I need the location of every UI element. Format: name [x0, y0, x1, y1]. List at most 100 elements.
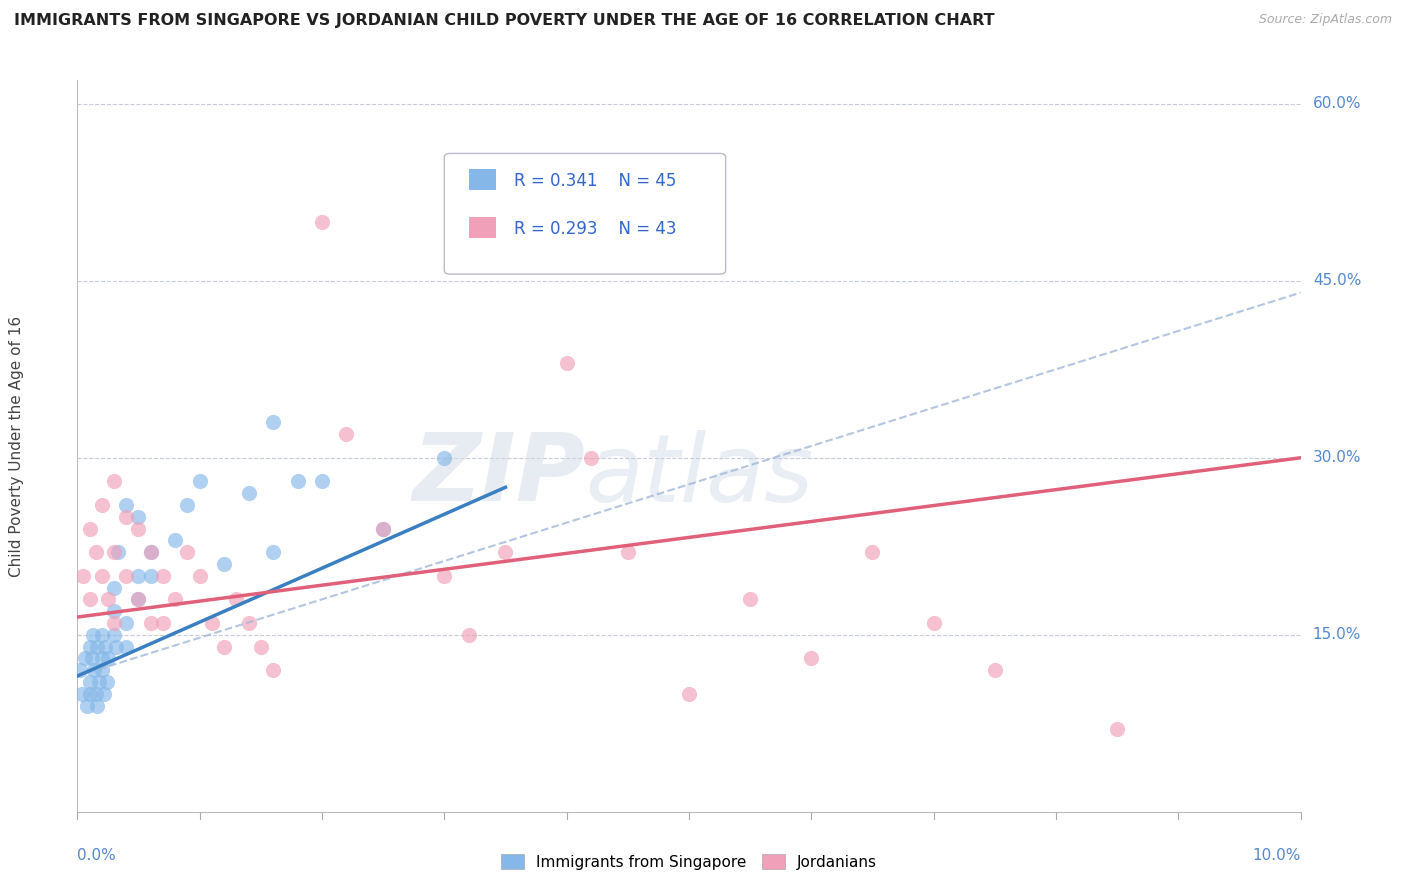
Point	[84, 687, 107, 701]
Point	[90, 663, 112, 677]
Point	[371, 522, 394, 536]
Point	[800, 651, 823, 665]
Point	[238, 615, 260, 630]
Point	[73, 651, 96, 665]
Point	[97, 592, 120, 607]
Point	[127, 509, 149, 524]
Point	[238, 486, 260, 500]
Point	[115, 568, 138, 582]
Point	[103, 581, 125, 595]
Point	[165, 533, 187, 548]
Point	[90, 498, 112, 512]
Text: R = 0.293    N = 43: R = 0.293 N = 43	[515, 219, 676, 238]
Point	[495, 545, 517, 559]
Point	[86, 640, 108, 654]
Text: R = 0.341    N = 45: R = 0.341 N = 45	[515, 172, 676, 190]
Point	[103, 615, 125, 630]
Point	[97, 651, 120, 665]
Point	[90, 568, 112, 582]
Point	[115, 640, 138, 654]
Point	[127, 592, 149, 607]
Point	[90, 628, 112, 642]
Bar	[468, 169, 496, 190]
Point	[127, 522, 149, 536]
Point	[678, 687, 700, 701]
Point	[311, 475, 333, 489]
Point	[93, 687, 115, 701]
Point	[76, 698, 98, 713]
Point	[433, 450, 456, 465]
Point	[115, 498, 138, 512]
Point	[555, 356, 578, 370]
Point	[115, 615, 138, 630]
Point	[103, 475, 125, 489]
Text: 10.0%: 10.0%	[1253, 848, 1301, 863]
Point	[371, 522, 394, 536]
Point	[201, 615, 224, 630]
Point	[922, 615, 945, 630]
Point	[79, 592, 101, 607]
Text: 45.0%: 45.0%	[1313, 273, 1361, 288]
Point	[740, 592, 762, 607]
Point	[90, 651, 112, 665]
Point	[83, 663, 105, 677]
Point	[212, 557, 235, 571]
Bar	[468, 217, 496, 237]
Point	[139, 568, 162, 582]
Point	[188, 475, 211, 489]
Point	[311, 215, 333, 229]
Point	[262, 545, 284, 559]
Point	[94, 640, 117, 654]
Point	[165, 592, 187, 607]
Point	[69, 663, 91, 677]
Text: IMMIGRANTS FROM SINGAPORE VS JORDANIAN CHILD POVERTY UNDER THE AGE OF 16 CORRELA: IMMIGRANTS FROM SINGAPORE VS JORDANIAN C…	[14, 13, 994, 29]
Point	[107, 545, 129, 559]
Point	[103, 545, 125, 559]
Point	[105, 640, 128, 654]
Point	[72, 568, 94, 582]
Point	[335, 427, 357, 442]
Point	[139, 545, 162, 559]
Point	[89, 675, 111, 690]
Text: 60.0%: 60.0%	[1313, 96, 1361, 112]
Point	[984, 663, 1007, 677]
Point	[96, 675, 118, 690]
Point	[86, 698, 108, 713]
Point	[79, 687, 101, 701]
Point	[152, 568, 174, 582]
Point	[139, 615, 162, 630]
Point	[139, 545, 162, 559]
Point	[79, 640, 101, 654]
Point	[250, 640, 273, 654]
Point	[127, 568, 149, 582]
Point	[862, 545, 884, 559]
Point	[188, 568, 211, 582]
Text: 15.0%: 15.0%	[1313, 627, 1361, 642]
Point	[617, 545, 640, 559]
Text: Source: ZipAtlas.com: Source: ZipAtlas.com	[1258, 13, 1392, 27]
Legend: Immigrants from Singapore, Jordanians: Immigrants from Singapore, Jordanians	[494, 846, 884, 877]
Point	[79, 675, 101, 690]
Point	[127, 592, 149, 607]
Point	[262, 416, 284, 430]
Text: ZIP: ZIP	[412, 429, 585, 521]
Point	[457, 628, 479, 642]
Text: 30.0%: 30.0%	[1313, 450, 1361, 466]
Point	[152, 615, 174, 630]
Point	[80, 651, 103, 665]
Point	[225, 592, 247, 607]
Point	[176, 498, 198, 512]
Text: Child Poverty Under the Age of 16: Child Poverty Under the Age of 16	[10, 316, 24, 576]
Text: 0.0%: 0.0%	[77, 848, 117, 863]
Point	[433, 568, 456, 582]
Point	[287, 475, 309, 489]
Point	[79, 522, 101, 536]
Point	[176, 545, 198, 559]
Point	[1107, 722, 1129, 736]
Point	[579, 450, 602, 465]
Point	[115, 509, 138, 524]
Point	[103, 604, 125, 618]
FancyBboxPatch shape	[444, 153, 725, 274]
Point	[84, 545, 107, 559]
Text: atlas: atlas	[585, 430, 813, 521]
